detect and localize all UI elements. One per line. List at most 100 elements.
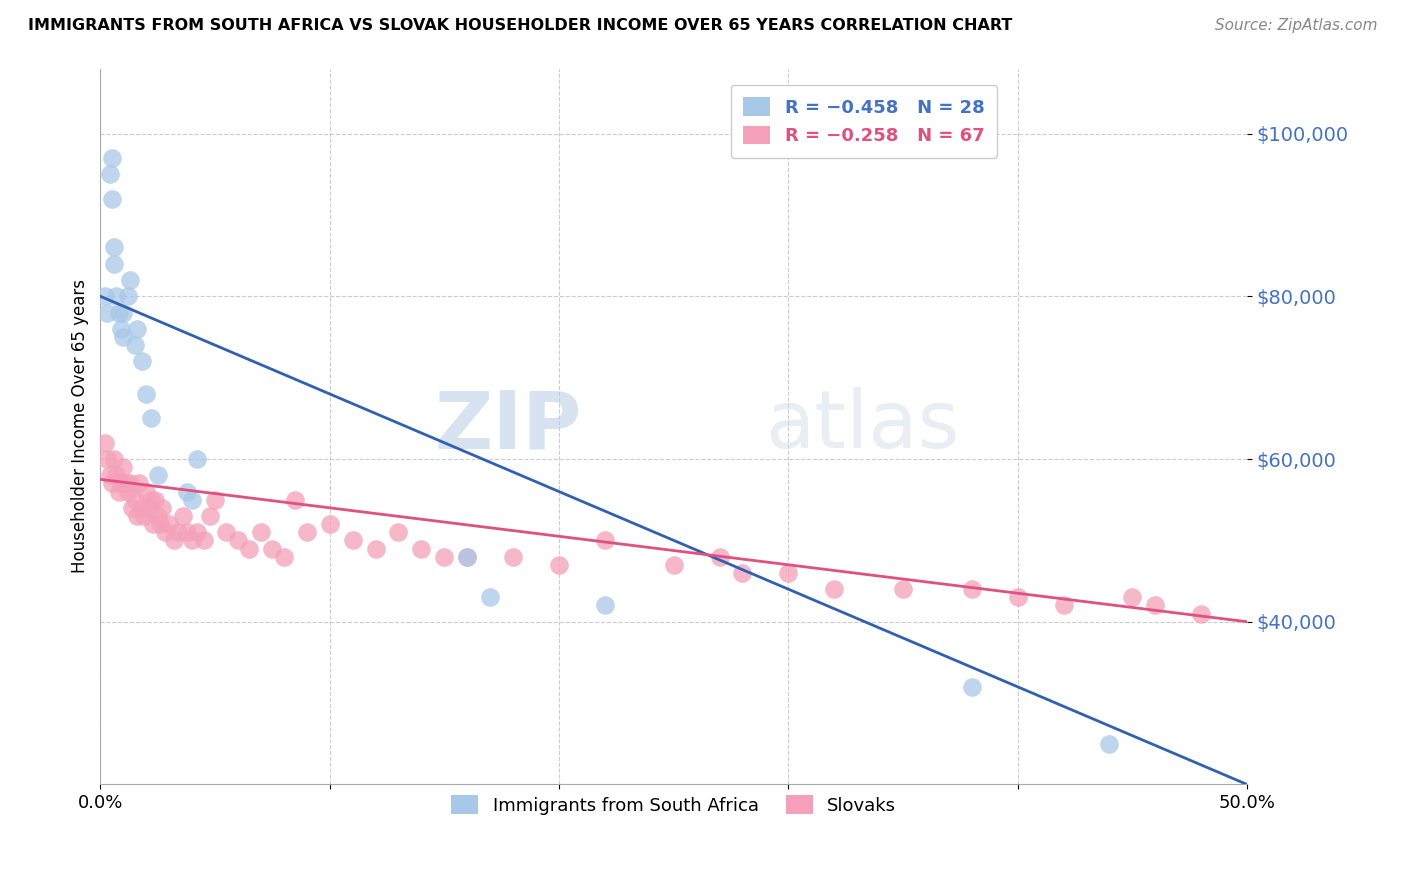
Text: atlas: atlas (765, 387, 960, 466)
Point (262, 541, 284, 556)
Point (731, 566, 754, 580)
Point (204, 492, 226, 507)
Point (124, 492, 146, 507)
Point (163, 533, 186, 548)
Point (150, 500, 173, 515)
Point (1052, 599, 1074, 613)
Point (135, 484, 157, 499)
Point (238, 541, 260, 556)
Point (131, 500, 153, 515)
Point (456, 549, 478, 564)
Point (387, 525, 409, 540)
Point (96, 305, 118, 319)
Point (548, 558, 571, 572)
Point (117, 484, 139, 499)
Point (132, 508, 155, 523)
Point (176, 525, 198, 540)
Text: IMMIGRANTS FROM SOUTH AFRICA VS SLOVAK HOUSEHOLDER INCOME OVER 65 YEARS CORRELAT: IMMIGRANTS FROM SOUTH AFRICA VS SLOVAK H… (28, 18, 1012, 33)
Point (411, 541, 433, 556)
Point (145, 492, 167, 507)
Point (502, 549, 524, 564)
Point (105, 289, 128, 303)
Point (662, 558, 685, 572)
Point (146, 508, 169, 523)
Point (456, 549, 478, 564)
Point (125, 322, 148, 336)
Point (112, 460, 135, 475)
Point (960, 582, 983, 597)
Point (167, 525, 190, 540)
Point (181, 492, 204, 507)
Point (342, 533, 364, 548)
Point (172, 508, 194, 523)
Point (778, 566, 800, 580)
Point (110, 322, 132, 336)
Point (709, 549, 731, 564)
Point (107, 305, 129, 319)
Point (139, 492, 162, 507)
Point (94, 435, 117, 450)
Point (124, 338, 146, 352)
Point (1189, 607, 1212, 621)
Point (103, 240, 125, 254)
Point (98, 167, 121, 181)
Point (193, 533, 215, 548)
Point (101, 192, 124, 206)
Point (273, 549, 295, 564)
Point (318, 517, 340, 532)
Point (110, 476, 132, 491)
Point (176, 484, 198, 499)
Point (128, 476, 150, 491)
Point (823, 582, 845, 597)
Point (120, 273, 142, 287)
Point (284, 492, 307, 507)
Text: ZIP: ZIP (434, 387, 582, 466)
Point (135, 387, 157, 401)
Point (186, 452, 208, 467)
Point (891, 582, 914, 597)
Point (295, 525, 318, 540)
Point (146, 468, 169, 483)
Point (250, 525, 273, 540)
Point (138, 500, 160, 515)
Point (186, 525, 208, 540)
Point (131, 354, 153, 368)
Y-axis label: Householder Income Over 65 years: Householder Income Over 65 years (72, 279, 89, 574)
Point (960, 680, 983, 694)
Point (103, 257, 125, 271)
Point (101, 151, 124, 165)
Point (112, 305, 135, 319)
Legend: Immigrants from South Africa, Slovaks: Immigrants from South Africa, Slovaks (440, 784, 907, 825)
Point (149, 517, 172, 532)
Point (103, 452, 125, 467)
Point (125, 508, 148, 523)
Point (107, 484, 129, 499)
Point (142, 517, 165, 532)
Point (117, 289, 139, 303)
Point (1098, 737, 1121, 751)
Point (112, 330, 135, 344)
Point (139, 411, 162, 425)
Point (1144, 599, 1167, 613)
Point (157, 517, 180, 532)
Point (1007, 591, 1029, 605)
Point (364, 541, 387, 556)
Text: Source: ZipAtlas.com: Source: ZipAtlas.com (1215, 18, 1378, 33)
Point (98, 468, 121, 483)
Point (215, 525, 238, 540)
Point (96, 452, 118, 467)
Point (105, 468, 128, 483)
Point (479, 591, 502, 605)
Point (226, 533, 249, 548)
Point (181, 533, 204, 548)
Point (114, 476, 136, 491)
Point (94, 289, 117, 303)
Point (1121, 591, 1143, 605)
Point (593, 533, 616, 548)
Point (101, 476, 124, 491)
Point (153, 525, 176, 540)
Point (593, 599, 616, 613)
Point (433, 549, 456, 564)
Point (200, 508, 222, 523)
Point (121, 500, 143, 515)
